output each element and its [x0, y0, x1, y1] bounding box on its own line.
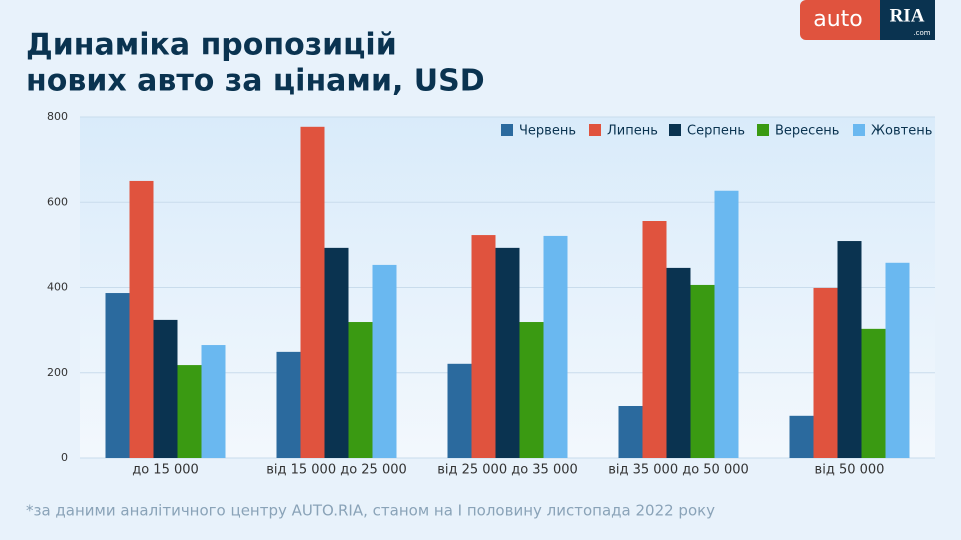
bar: [105, 293, 130, 458]
bar: [177, 365, 202, 458]
bar: [153, 319, 178, 458]
bar: [714, 190, 739, 458]
chart-title: Динаміка пропозицій: [26, 28, 397, 63]
chart-title: нових авто за цінами, USD: [26, 64, 485, 99]
bar: [300, 126, 325, 459]
y-tick-label: 200: [47, 366, 68, 379]
bar: [543, 235, 568, 458]
x-tick-label: від 15 000 до 25 000: [266, 463, 407, 478]
bar: [348, 322, 373, 458]
bar: [618, 405, 643, 458]
x-tick-label: до 15 000: [132, 463, 199, 478]
y-tick-label: 800: [47, 110, 68, 123]
bar: [372, 264, 397, 458]
legend-swatch: [501, 124, 513, 136]
x-tick-label: від 25 000 до 35 000: [437, 463, 578, 478]
bar: [519, 322, 544, 458]
footnote: *за даними аналітичного центру AUTO.RIA,…: [26, 502, 715, 520]
bar: [789, 415, 814, 458]
bar: [813, 287, 838, 458]
bar: [201, 345, 226, 458]
bar: [885, 262, 910, 458]
x-tick-label: від 50 000: [815, 463, 885, 478]
logo-text: auto: [813, 7, 863, 32]
bar: [447, 363, 472, 458]
logo-text: RIA: [890, 5, 925, 26]
legend-swatch: [669, 124, 681, 136]
legend-swatch: [757, 124, 769, 136]
bar: [495, 247, 520, 458]
x-tick-label: від 35 000 до 50 000: [608, 463, 749, 478]
legend-label: Червень: [519, 124, 576, 139]
y-tick-label: 0: [61, 451, 68, 464]
bar: [276, 351, 301, 458]
legend-label: Липень: [607, 124, 658, 139]
bar: [471, 235, 496, 458]
y-tick-label: 400: [47, 281, 68, 294]
logo-right-bg: [880, 0, 935, 40]
logo-left-bg: [800, 0, 890, 40]
legend-swatch: [853, 124, 865, 136]
bar: [666, 267, 691, 458]
logo-sub: .com: [913, 29, 930, 37]
legend-label: Серпень: [687, 124, 745, 139]
legend-label: Вересень: [775, 124, 839, 139]
legend-swatch: [589, 124, 601, 136]
bar: [642, 221, 667, 458]
bar: [324, 247, 349, 458]
bar: [690, 284, 715, 458]
bar: [837, 241, 862, 458]
bar: [861, 328, 886, 458]
bar: [129, 180, 154, 458]
legend-label: Жовтень: [871, 124, 932, 139]
y-tick-label: 600: [47, 195, 68, 208]
